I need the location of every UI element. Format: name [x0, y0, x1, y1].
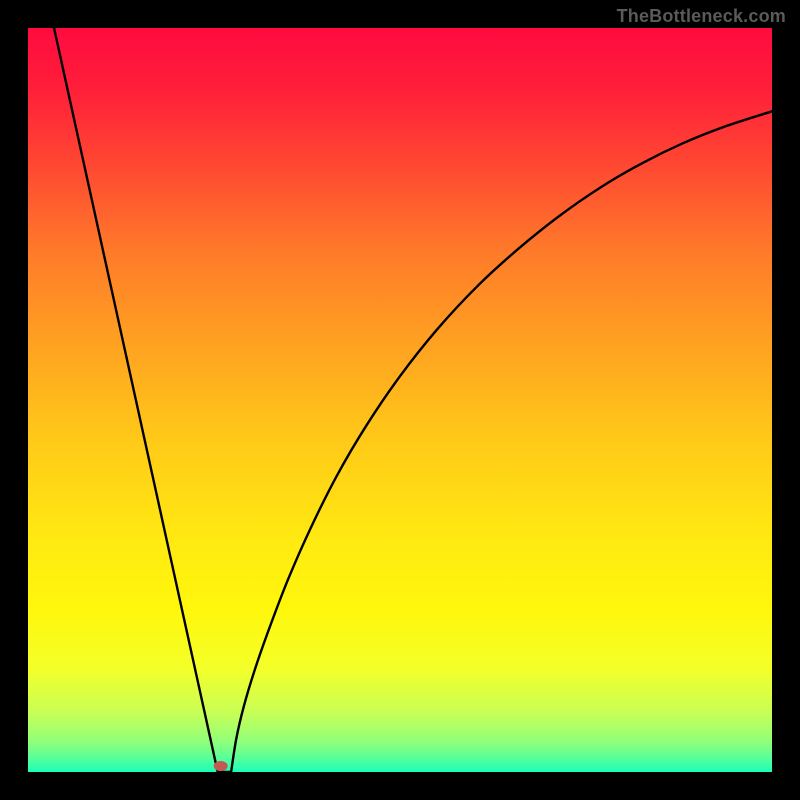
plot-background-gradient — [28, 28, 772, 772]
bottleneck-chart — [0, 0, 800, 800]
watermark-text: TheBottleneck.com — [617, 6, 786, 27]
bottleneck-min-marker — [214, 761, 228, 771]
